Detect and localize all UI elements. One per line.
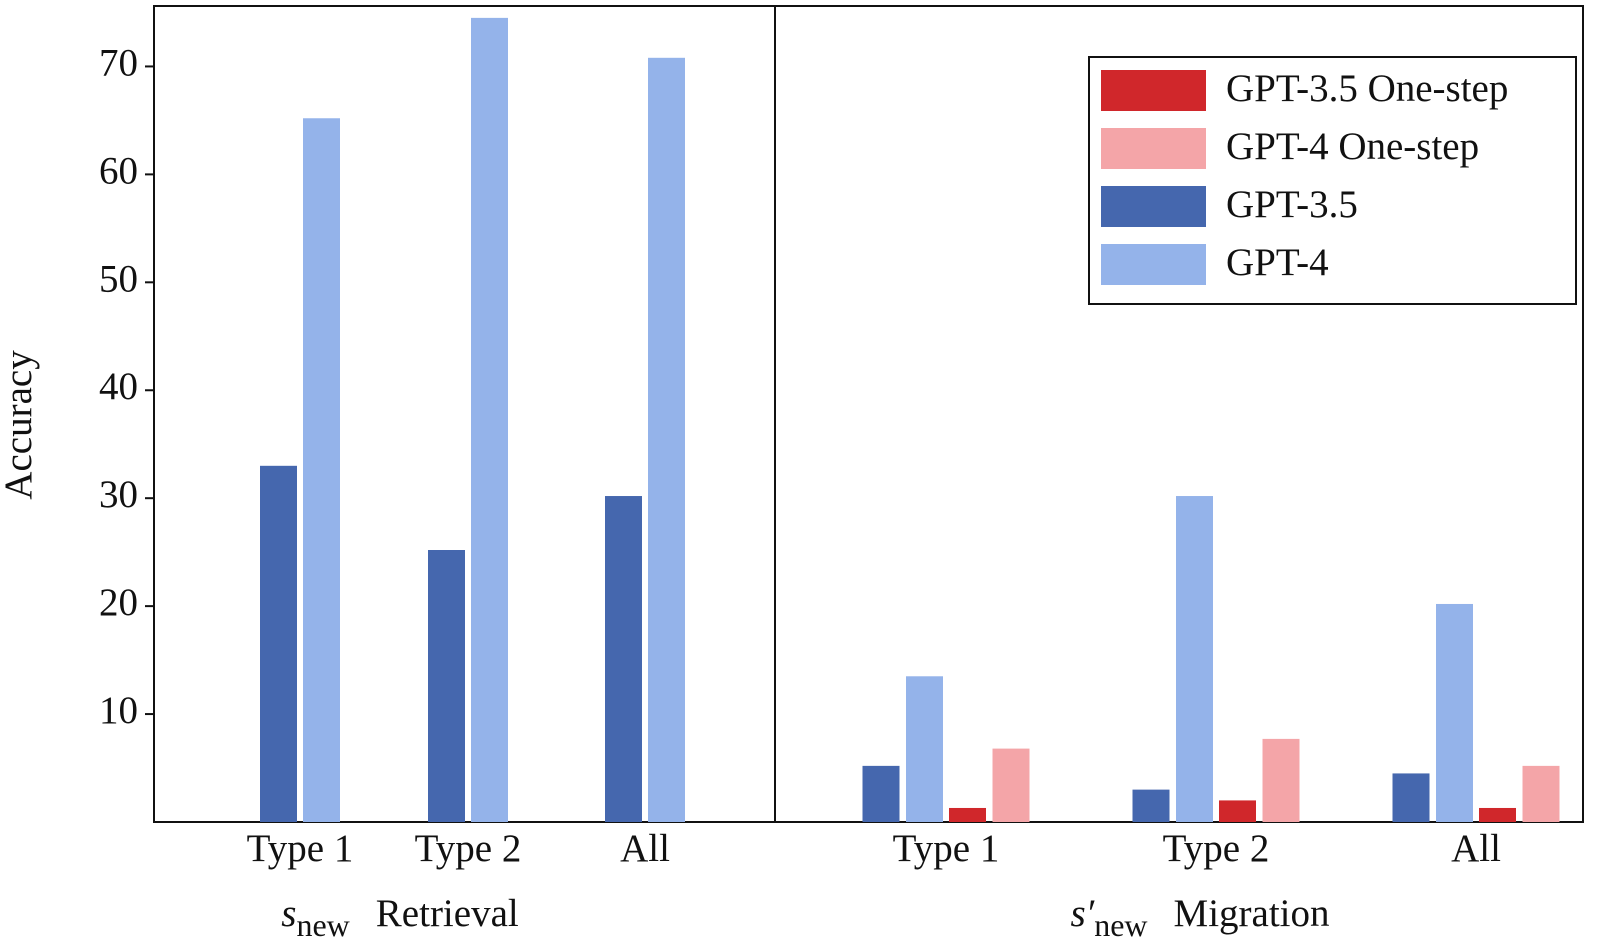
y-tick-label: 50 — [99, 257, 138, 300]
x-tick-label: Type 2 — [1163, 827, 1270, 870]
legend-swatch — [1101, 70, 1206, 111]
legend-swatch — [1101, 128, 1206, 169]
bar — [992, 748, 1030, 822]
y-tick-label: 60 — [99, 149, 138, 192]
x-axis-label: snew Retrieval — [281, 892, 519, 943]
x-tick-label: Type 1 — [893, 827, 1000, 870]
x-label-text: Retrieval — [376, 892, 519, 935]
bar — [1132, 789, 1170, 822]
bar — [1522, 765, 1560, 822]
y-tick-label: 20 — [99, 581, 138, 624]
bar — [1176, 496, 1213, 822]
bar — [648, 57, 685, 823]
bar — [1479, 807, 1516, 822]
y-tick-label: 70 — [99, 41, 138, 84]
x-tick-label: All — [620, 827, 670, 870]
legend-label: GPT-3.5 One-step — [1226, 67, 1508, 110]
bar — [949, 807, 986, 822]
y-tick-label: 40 — [99, 365, 138, 408]
x-tick-label: Type 1 — [247, 827, 354, 870]
y-axis-label: Accuracy — [0, 350, 40, 500]
bar — [605, 496, 642, 822]
x-axis-label: s′new Migration — [1070, 892, 1329, 943]
bar — [303, 118, 340, 822]
legend-swatch — [1101, 186, 1206, 227]
y-tick-label: 10 — [99, 689, 138, 732]
bar — [471, 17, 508, 822]
bar — [1392, 773, 1430, 822]
bar — [1262, 738, 1300, 822]
x-label-symbol: s′ — [1070, 892, 1094, 935]
bar — [862, 765, 900, 822]
x-tick-label: Type 2 — [415, 827, 522, 870]
legend-label: GPT-4 — [1226, 241, 1329, 284]
legend-swatch — [1101, 244, 1206, 285]
bar — [1219, 800, 1256, 822]
bar — [428, 550, 465, 822]
bar — [1436, 603, 1473, 822]
bar — [260, 465, 297, 822]
bar — [906, 676, 943, 822]
legend-label: GPT-3.5 — [1226, 183, 1358, 226]
x-tick-label: All — [1451, 827, 1501, 870]
y-tick-label: 30 — [99, 473, 138, 516]
x-label-text: Migration — [1174, 892, 1330, 935]
x-label-subscript: new — [296, 907, 349, 943]
x-label-symbol: s — [281, 892, 296, 935]
x-label-subscript: new — [1094, 907, 1147, 943]
legend-label: GPT-4 One-step — [1226, 125, 1479, 168]
